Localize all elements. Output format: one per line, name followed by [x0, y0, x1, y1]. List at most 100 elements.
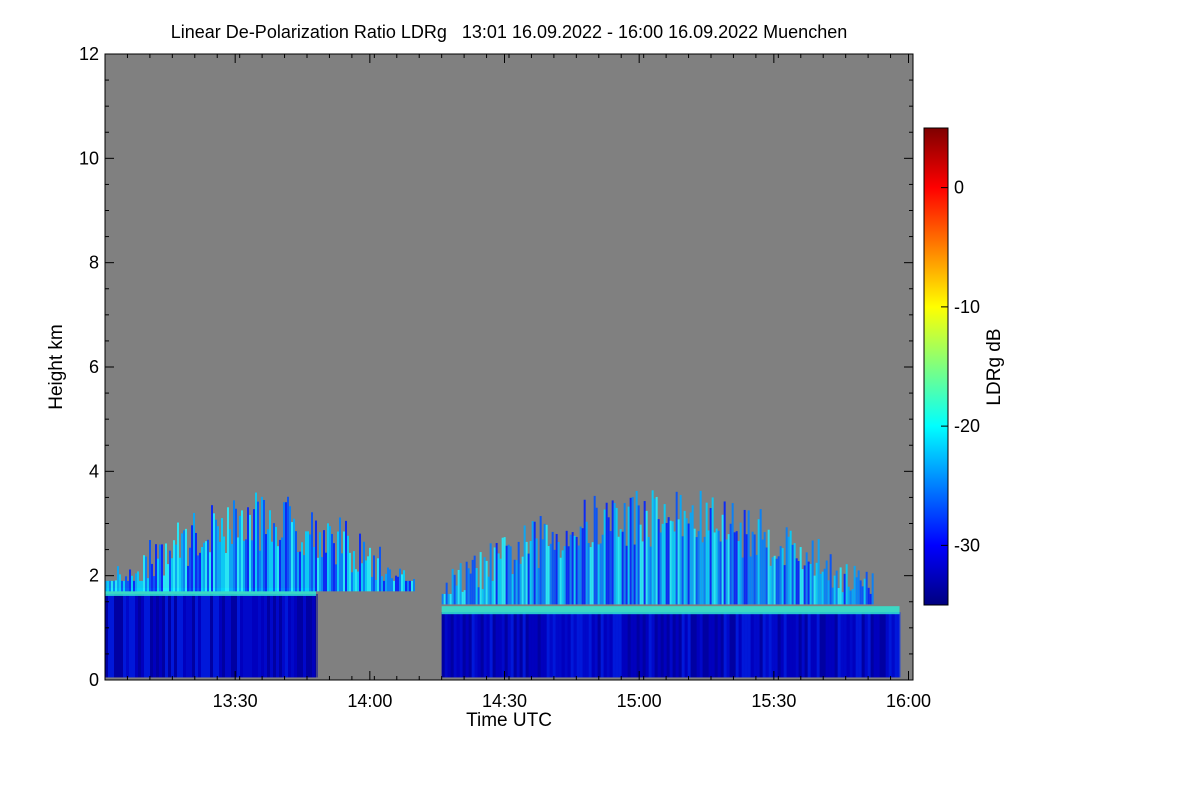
boundary-layer-column [471, 612, 475, 678]
cloud-plume-column [299, 551, 301, 592]
boundary-layer-column [123, 593, 126, 678]
cloud-plume-column [553, 549, 556, 605]
cloud-plume-column [681, 536, 684, 605]
y-tick-label: 10 [79, 148, 99, 168]
y-tick-label: 6 [89, 357, 99, 377]
cloud-plume-column [525, 541, 528, 605]
y-tick-label: 8 [89, 253, 99, 273]
boundary-layer-column [885, 612, 889, 678]
y-tick-label: 0 [89, 670, 99, 690]
cloud-plume-column [723, 501, 726, 605]
cloud-plume-column [499, 558, 502, 605]
cloud-plume-column [201, 547, 203, 592]
boundary-layer-column [771, 612, 775, 678]
cloud-plume-column [113, 580, 115, 592]
cloud-plume-column [171, 558, 173, 592]
boundary-layer-column [648, 612, 652, 678]
boundary-layer-column [858, 612, 862, 678]
boundary-layer-column [117, 593, 120, 678]
cloud-plume-column [869, 593, 872, 605]
boundary-layer-column [498, 612, 502, 678]
boundary-layer-column [207, 593, 210, 678]
cloud-plume-column [405, 580, 407, 592]
cloud-plume-column [649, 546, 652, 605]
cloud-plume-column [595, 507, 598, 605]
boundary-layer-column [768, 612, 772, 678]
boundary-layer-column [267, 593, 270, 678]
cloud-plume-column [743, 509, 746, 605]
cloud-plume-column [647, 536, 650, 605]
cloud-plume-column [591, 542, 594, 605]
cloud-plume-column [393, 580, 395, 592]
cloud-plume-column [163, 575, 165, 592]
cloud-plume-column [353, 551, 355, 592]
cloud-plume-column [645, 510, 648, 605]
cloud-plume-column [459, 563, 462, 605]
cloud-plume-column [789, 530, 792, 605]
boundary-layer-column [159, 593, 162, 678]
cloud-plume-column [769, 565, 772, 605]
cloud-plume-column [685, 518, 688, 605]
cloud-plume-column [133, 580, 135, 592]
y-axis-label: Height km [46, 324, 67, 410]
x-tick-label: 15:30 [751, 691, 796, 711]
boundary-layer-column [288, 593, 291, 678]
boundary-layer-column [603, 612, 607, 678]
cloud-plume-column [551, 531, 554, 605]
cloud-plume-column [683, 510, 686, 605]
boundary-layer-column [312, 593, 315, 678]
boundary-layer-column [129, 593, 132, 678]
boundary-layer-column [216, 593, 219, 678]
boundary-layer-column [198, 593, 201, 678]
cloud-plume-column [401, 574, 403, 592]
cloud-plume-column [739, 522, 742, 605]
boundary-layer-column [162, 593, 165, 678]
cloud-plume-column [161, 544, 163, 592]
boundary-layer-column [753, 612, 757, 678]
boundary-layer-column [642, 612, 646, 678]
cloud-plume-column [249, 514, 251, 592]
boundary-layer-column [630, 612, 634, 678]
cloud-plume-column [829, 554, 832, 605]
cloud-plume-column [805, 552, 808, 605]
boundary-layer-column [300, 593, 303, 678]
colorbar [923, 127, 949, 606]
cloud-plume-column [211, 505, 213, 592]
cloud-plume-column [157, 558, 159, 592]
boundary-layer-column [606, 612, 610, 678]
boundary-layer-column [831, 612, 835, 678]
boundary-layer-column [204, 593, 207, 678]
cloud-plume-column [491, 580, 494, 605]
cloud-plume-column [519, 563, 522, 605]
boundary-layer-column [888, 612, 892, 678]
cloud-plume-column [183, 530, 185, 592]
cloud-plume-column [469, 573, 472, 605]
boundary-layer-column [531, 612, 535, 678]
cloud-plume-column [325, 552, 327, 592]
boundary-layer-column [183, 593, 186, 678]
boundary-layer-column [729, 612, 733, 678]
cloud-plume-column [809, 563, 812, 605]
cloud-plume-column [687, 523, 690, 605]
cloud-plume-column [573, 535, 576, 605]
cloud-plume-column [335, 564, 337, 592]
boundary-layer-column [825, 612, 829, 678]
cloud-plume-column [559, 557, 562, 605]
cloud-plume-column [717, 530, 720, 605]
x-axis-label: Time UTC [466, 710, 552, 731]
boundary-layer-column [495, 612, 499, 678]
boundary-layer-column [486, 612, 490, 678]
cloud-plume-column [267, 529, 269, 592]
cloud-plume-column [863, 578, 866, 605]
cloud-plume-column [443, 593, 446, 605]
boundary-layer-column [120, 593, 123, 678]
cloud-plume-column [651, 490, 654, 605]
cloud-plume-column [119, 574, 121, 592]
cloud-plume-column [767, 529, 770, 605]
cloud-plume-column [779, 546, 782, 605]
cloud-plume-column [359, 533, 361, 592]
boundary-layer-column [447, 612, 451, 678]
boundary-layer-column [840, 612, 844, 678]
cloud-plume-column [349, 552, 351, 592]
cloud-plume-column [661, 523, 664, 605]
